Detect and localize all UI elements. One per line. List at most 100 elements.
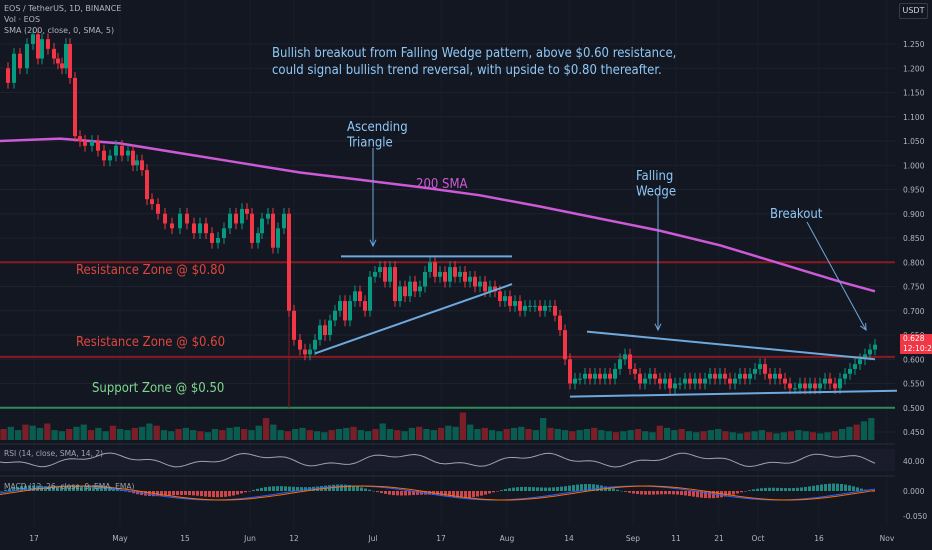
macd-histogram-bar (96, 485, 99, 491)
candle-body (83, 141, 87, 146)
rsi-line (0, 452, 876, 468)
volume-bar (386, 429, 394, 440)
macd-histogram-bar (8, 488, 11, 491)
candle-body (398, 286, 402, 302)
volume-bar (160, 430, 168, 440)
macd-histogram-bar (576, 484, 579, 491)
candle-body (783, 378, 787, 384)
macd-histogram-bar (772, 487, 775, 491)
candle-body (523, 305, 527, 311)
macd-histogram-bar (284, 486, 287, 491)
macd-histogram-bar (856, 487, 859, 491)
volume-bar (416, 426, 423, 440)
macd-histogram-bar (0, 491, 3, 492)
currency-badge[interactable]: USDT (899, 3, 928, 19)
macd-histogram-bar (616, 489, 619, 491)
candle-body (818, 383, 822, 389)
volume-bar (663, 427, 671, 440)
falling-wedge-label: Falling Wedge (636, 169, 676, 200)
volume-bar (0, 429, 7, 440)
macd-histogram-bar (516, 487, 519, 491)
candle-body (298, 339, 302, 350)
macd-histogram-bar (388, 491, 391, 495)
sma-legend[interactable]: SMA (200, close, 0, SMA, 5) (4, 26, 115, 35)
macd-histogram-bar (460, 491, 463, 498)
x-tick-label: 17 (436, 534, 446, 543)
y-tick-label: 0.800 (903, 258, 925, 267)
candle-body (438, 271, 442, 277)
macd-histogram-bar (784, 488, 787, 491)
macd-histogram-bar (564, 486, 567, 491)
y-tick-label: 1.050 (903, 137, 925, 146)
arrow-head (369, 239, 377, 248)
volume-bar (146, 423, 153, 440)
candle-body (408, 281, 412, 297)
candle-body (271, 213, 275, 248)
candle-body (368, 276, 372, 311)
macd-histogram-bar (636, 491, 639, 495)
macd-histogram-bar (220, 491, 223, 498)
macd-histogram-bar (524, 486, 527, 491)
candle-body (508, 296, 512, 306)
macd-histogram-bar (672, 491, 675, 495)
volume-bar (328, 430, 335, 440)
macd-histogram-bar (832, 483, 835, 491)
volume-bar (109, 425, 117, 440)
candle-body (303, 349, 307, 355)
macd-histogram-bar (48, 486, 51, 491)
candle-body (698, 378, 702, 384)
y-tick-label: 0.500 (903, 404, 925, 413)
macd-histogram-bar (340, 484, 343, 491)
candle-body (668, 378, 672, 389)
candle-body (868, 349, 872, 355)
volume-bar (350, 426, 357, 440)
candle-body (96, 141, 100, 151)
macd-histogram-bar (452, 491, 455, 498)
macd-histogram-bar (620, 490, 623, 492)
volume-bar (102, 431, 109, 440)
time-axis: 17 May 15 Jun 12 Jul 17 Aug 14 Sep 11 21 Oct 16 Nov (29, 534, 895, 543)
macd-histogram-bar (380, 491, 383, 494)
macd-histogram-bar (632, 491, 635, 494)
macd-histogram-bar (536, 487, 539, 491)
volume-bar (459, 412, 467, 440)
macd-histogram-bar (512, 487, 515, 491)
volume-bar (722, 431, 729, 440)
candle-body (553, 305, 557, 316)
volume-bar (605, 431, 612, 440)
candle-body (131, 150, 135, 166)
volume-bar (255, 425, 262, 440)
current-price-label: 0.628 12:10:26 (900, 334, 932, 354)
macd-histogram-bar (540, 487, 543, 491)
macd-histogram-bar (192, 491, 195, 496)
symbol-legend[interactable]: EOS / TetherUS, 1D, BINANCE (4, 4, 122, 13)
volume-bar (357, 430, 364, 440)
macd-histogram-bar (368, 489, 371, 491)
macd-histogram-bar (852, 486, 855, 491)
candle-body (603, 373, 607, 379)
macd-histogram-bar (520, 486, 523, 491)
candle-body (64, 44, 68, 69)
chart-title-line-1: Bullish breakout from Falling Wedge patt… (272, 46, 676, 61)
macd-histogram-bar (84, 485, 87, 491)
volume-legend[interactable]: Vol · EOS (4, 15, 41, 24)
candle-body (333, 310, 337, 321)
volume-bar (700, 431, 707, 440)
macd-histogram-bar (688, 491, 691, 497)
macd-histogram-bar (148, 491, 151, 497)
candle-body (788, 383, 792, 389)
candle-body (108, 155, 112, 161)
candle-body (548, 305, 552, 307)
volume-bar (744, 432, 751, 440)
volume-bar (569, 431, 576, 440)
macd-histogram-bar (764, 487, 767, 491)
arrow-head (654, 323, 662, 332)
macd-histogram-bar (504, 489, 507, 491)
candle-body (838, 378, 842, 389)
volume-bar (219, 430, 226, 440)
volume-bar (153, 425, 160, 440)
candle-body (488, 286, 492, 292)
volume-bar (809, 432, 817, 440)
indicator-panels: RSI (14, close, SMA, 14, 2) MACD (12, 26,… (0, 443, 895, 501)
